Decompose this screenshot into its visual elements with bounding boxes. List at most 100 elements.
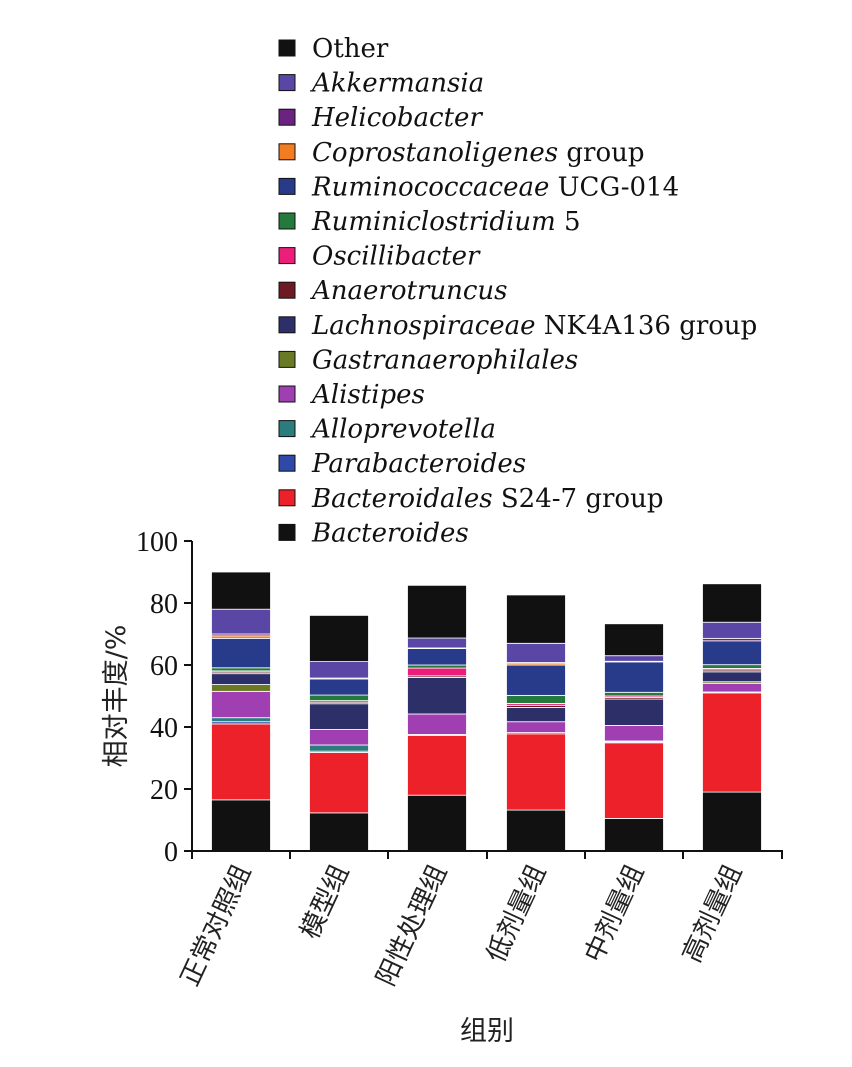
legend-label: Bacteroidales S24-7 group (311, 484, 663, 514)
bar-segment (309, 744, 369, 752)
bar-segment (506, 664, 566, 696)
axes (191, 541, 783, 852)
legend-item: Alloprevotella (278, 415, 496, 445)
x-tick-label: 模型组 (295, 860, 355, 943)
bar-segment (407, 713, 467, 735)
bar-segment (309, 752, 369, 814)
bar-segment (604, 661, 664, 693)
legend-swatch (278, 420, 296, 438)
bar-segment (702, 664, 762, 669)
bar-stack (604, 623, 664, 852)
bar-segment (407, 667, 467, 677)
legend-swatch (278, 212, 296, 230)
y-ticks: 0 20 40 60 80 100 (136, 527, 192, 868)
bar-segment (211, 799, 271, 852)
legend-label: Other (312, 34, 389, 64)
bar-segment (211, 608, 271, 635)
bar-segment (604, 691, 664, 697)
bar-segment (407, 734, 467, 796)
bar-segment (506, 594, 566, 644)
legend-item: Akkermansia (278, 69, 484, 99)
legend-swatch (278, 39, 296, 57)
legend-swatch (278, 247, 296, 265)
bar-segment (309, 729, 369, 746)
legend-label: Ruminiclostridium 5 (311, 207, 581, 237)
legend-label: Gastranaerophilales (312, 345, 578, 375)
bar-segment (702, 671, 762, 683)
legend-label: Alistipes (310, 380, 425, 410)
x-tick-label: 中剂量组 (579, 860, 650, 967)
bar-segment (211, 684, 271, 692)
legend-label: Akkermansia (310, 69, 484, 99)
x-ticks: 正常对照组 模型组 阳性处理组 低剂量组 中剂量组 高剂量组 (175, 851, 783, 991)
bar-segment (211, 690, 271, 719)
legend-label: Lachnospiraceae NK4A136 group (311, 311, 757, 341)
bar-segment (309, 678, 369, 696)
bar-stack (407, 584, 467, 852)
legend-item: Anaerotruncus (278, 276, 508, 306)
bar-segment (604, 818, 664, 852)
y-tick-label: 60 (150, 651, 178, 682)
bar-segment (309, 694, 369, 702)
bar-segment (506, 809, 566, 852)
bar-segment (702, 682, 762, 693)
legend-item: Ruminiclostridium 5 (278, 207, 581, 237)
bar-segment (702, 791, 762, 852)
bar-segment (309, 812, 369, 852)
x-tick-label: 高剂量组 (677, 860, 748, 967)
x-axis-title: 组别 (460, 1016, 514, 1047)
legend-label: Ruminococcaceae UCG-014 (311, 172, 679, 202)
y-tick-label: 100 (136, 527, 178, 558)
legend-swatch (278, 316, 296, 334)
legend-swatch (278, 281, 296, 299)
legend-item: Bacteroidales S24-7 group (278, 484, 663, 514)
y-tick-label: 80 (150, 589, 178, 620)
bar-segment (211, 717, 271, 723)
y-tick-label: 40 (150, 713, 178, 744)
legend-item: Oscillibacter (278, 242, 481, 272)
y-tick-label: 0 (164, 837, 178, 868)
legend-item: Gastranaerophilales (278, 345, 578, 375)
bar-segment (407, 584, 467, 639)
legend-item: Lachnospiraceae NK4A136 group (278, 311, 757, 341)
bar-segment (604, 698, 664, 726)
bar-segment (702, 583, 762, 623)
bar-segment (407, 664, 467, 669)
legend-item: Helicobacter (278, 103, 483, 133)
legend-item: Other (278, 34, 389, 64)
bar-stack (702, 583, 762, 852)
x-tick-label: 阳性处理组 (371, 860, 453, 991)
legend-item: Coprostanoligenes group (278, 138, 645, 168)
bar-segment (211, 673, 271, 685)
legend-item: Alistipes (278, 380, 425, 410)
bar-segment (702, 640, 762, 666)
bar-stack (309, 615, 369, 852)
legend-swatch (278, 177, 296, 195)
bar-segment (211, 667, 271, 672)
bar-segment (506, 694, 566, 704)
bar-segment (604, 725, 664, 742)
bar-segment (506, 721, 566, 733)
y-axis-title: 相对丰度/% (101, 625, 132, 768)
bar-segment (604, 655, 664, 662)
legend-swatch (278, 454, 296, 472)
legend-label: Alloprevotella (310, 415, 496, 445)
legend-swatch (278, 523, 296, 541)
legend-swatch (278, 350, 296, 368)
y-tick-label: 20 (150, 775, 178, 806)
bar-segment (211, 637, 271, 669)
bars (211, 571, 762, 852)
bar-stack (506, 594, 566, 852)
legend-swatch (278, 489, 296, 507)
bar-segment (702, 621, 762, 639)
bar-segment (702, 692, 762, 793)
bar-segment (407, 677, 467, 715)
legend-label: Coprostanoligenes group (312, 138, 645, 168)
bar-stack (211, 571, 271, 852)
bar-segment (309, 703, 369, 730)
legend-label: Oscillibacter (312, 242, 481, 272)
bar-segment (309, 661, 369, 679)
legend-swatch (278, 108, 296, 126)
x-tick-label: 正常对照组 (175, 860, 257, 991)
